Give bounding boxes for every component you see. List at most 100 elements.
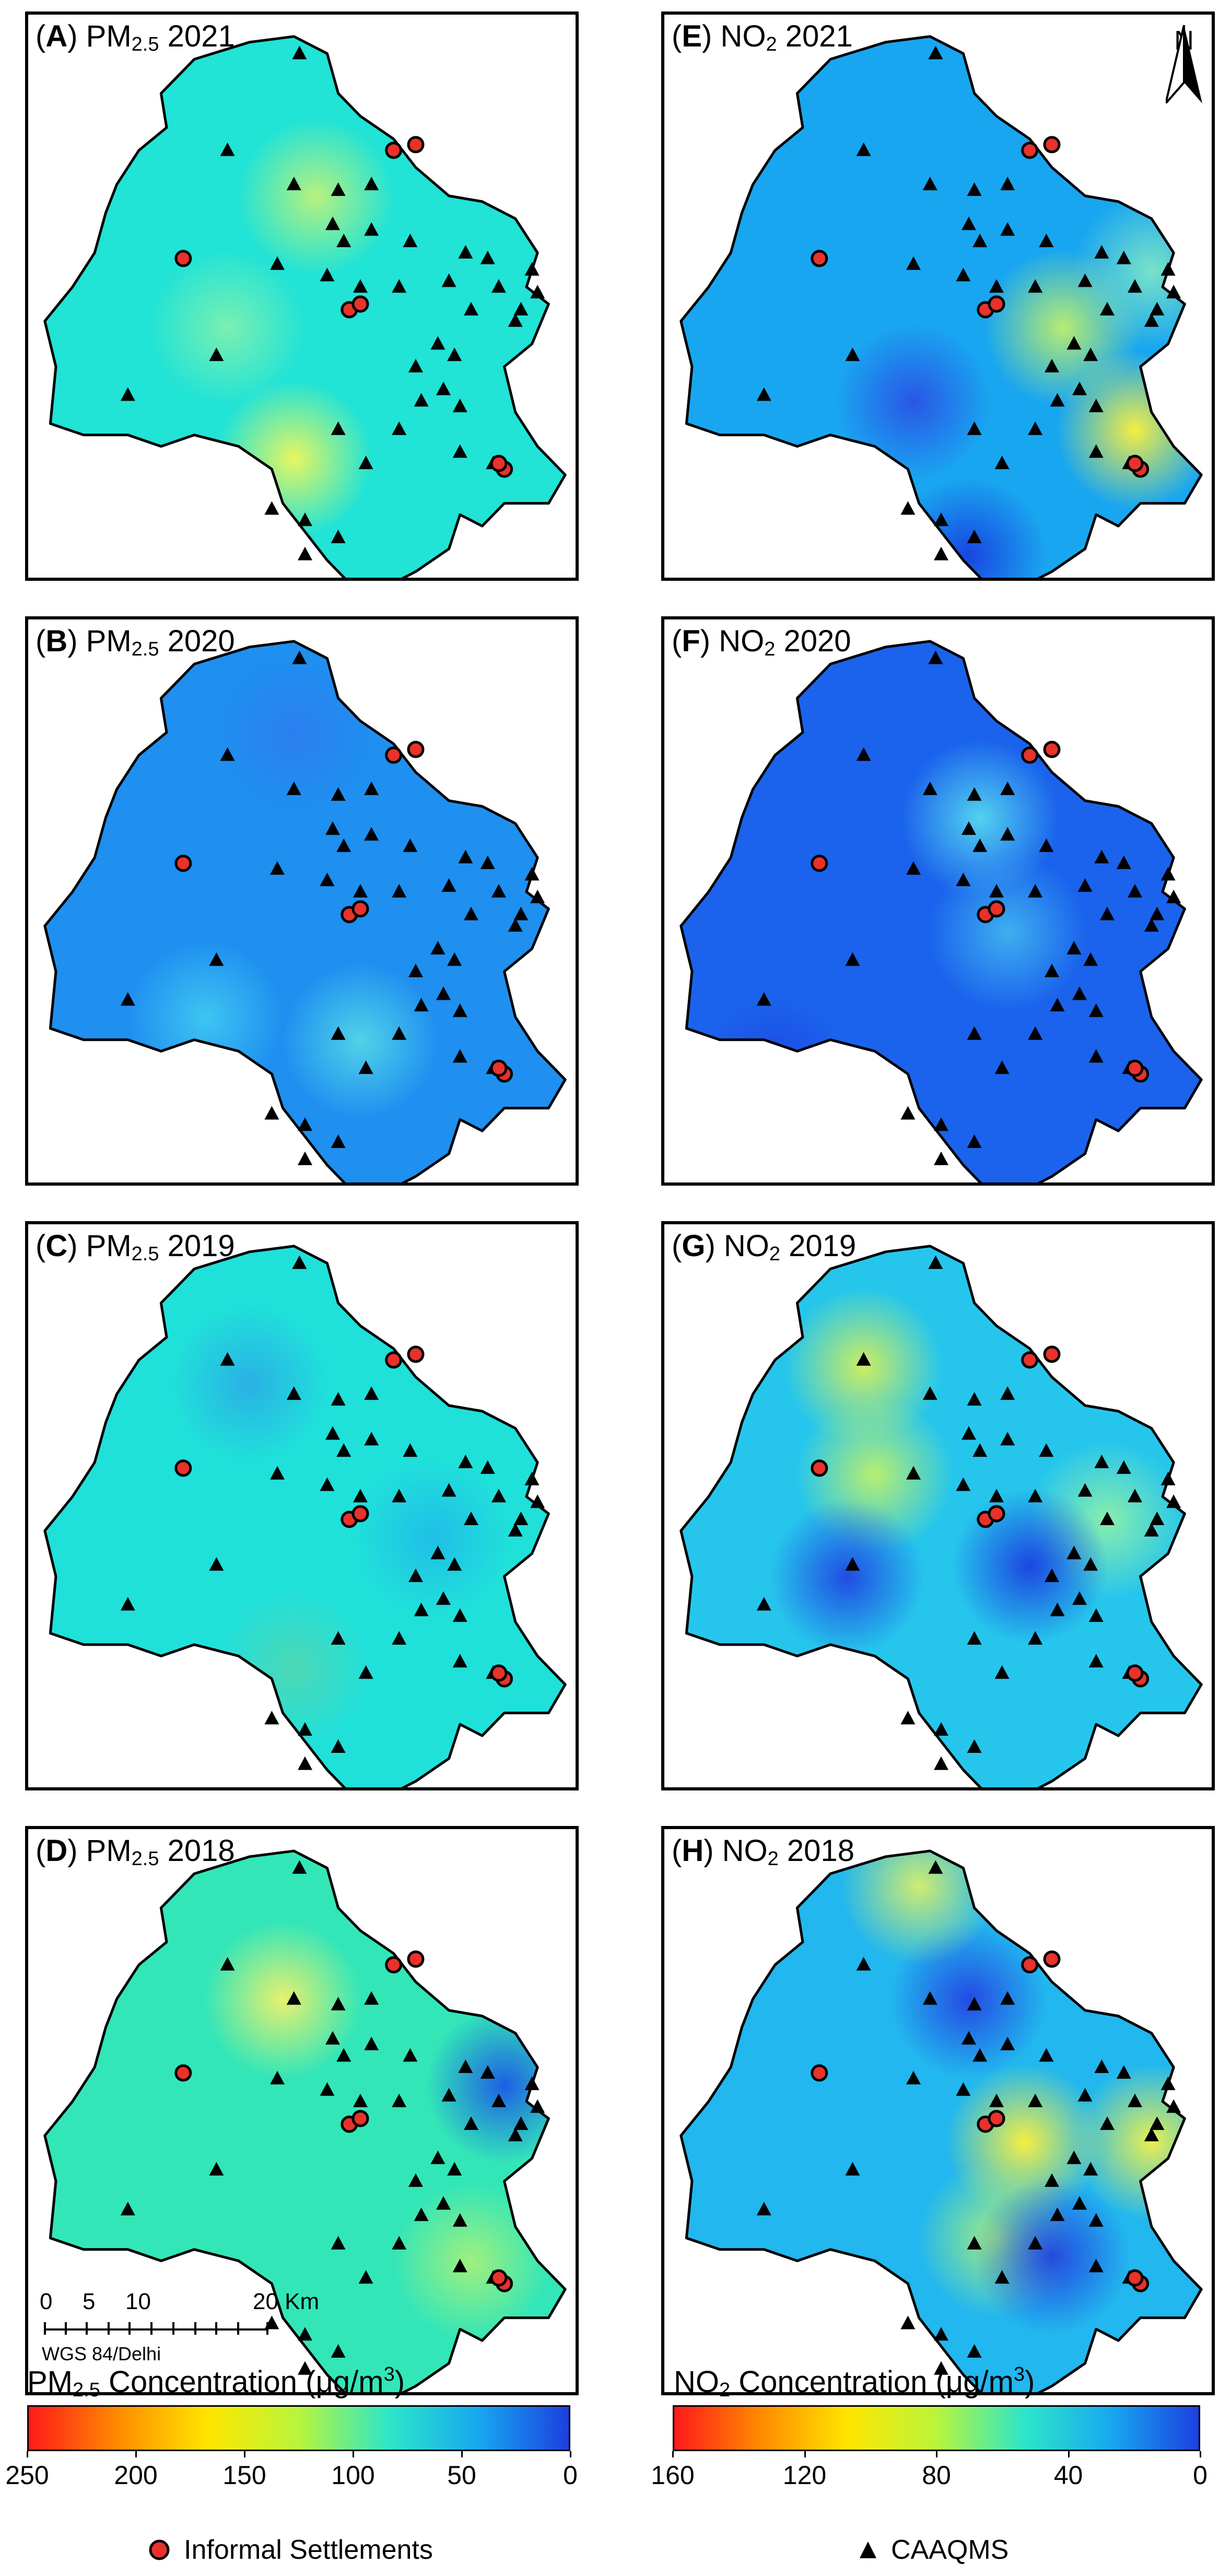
caaqms-station-marker (1045, 1568, 1059, 1582)
caaqms-station-marker (452, 399, 467, 413)
caaqms-station-marker (972, 2048, 988, 2062)
caaqms-station-marker (1028, 1489, 1043, 1503)
caaqms-station-marker (928, 1860, 943, 1874)
map-panel-a: (A) PM2.5 2021 (25, 11, 579, 581)
caaqms-station-marker (524, 867, 540, 881)
caaqms-station-marker (480, 855, 495, 869)
panel-letter: A (45, 19, 68, 53)
caaqms-station-marker (524, 1471, 540, 1485)
caaqms-station-marker (1166, 285, 1181, 299)
caaqms-station-marker (392, 421, 407, 435)
caaqms-station-marker (508, 313, 523, 327)
caaqms-station-marker (1150, 2116, 1165, 2130)
caaqms-station-marker (1094, 850, 1109, 863)
caaqms-station-marker (934, 1722, 948, 1736)
pollutant-name: PM (86, 1229, 132, 1263)
concentration-hotspot (238, 118, 395, 275)
caaqms-station-marker (934, 2327, 948, 2341)
caaqms-station-marker (1045, 359, 1059, 372)
caaqms-station-marker (1066, 2150, 1082, 2164)
caaqms-station-marker (452, 444, 467, 458)
pollutant-subscript: 2.5 (131, 638, 159, 660)
pm-colorbar-tick-mark (244, 2451, 245, 2457)
panel-letter: B (45, 624, 68, 658)
caaqms-station-marker (845, 952, 860, 966)
caaqms-station-marker (1000, 781, 1015, 795)
caaqms-station-marker (331, 1392, 346, 1406)
caaqms-station-marker (1094, 245, 1109, 259)
pollutant-name: PM (86, 624, 132, 658)
informal-settlement-marker (407, 1345, 425, 1363)
delhi-boundary (679, 1849, 1203, 2392)
informal-settlement-marker (174, 2064, 192, 2082)
caaqms-station-marker (972, 1443, 988, 1457)
informal-settlement-marker (385, 142, 403, 159)
caaqms-station-marker (447, 1557, 462, 1571)
caaqms-station-marker (900, 1106, 916, 1120)
caaqms-station-marker (967, 1026, 982, 1040)
pollutant-name: NO (722, 1834, 768, 1868)
caaqms-station-marker (967, 182, 982, 196)
scale-bar-label: 10 (125, 2289, 151, 2314)
caaqms-station-marker (989, 2093, 1004, 2107)
caaqms-station-marker (756, 2202, 771, 2216)
panel-year: 2020 (783, 624, 851, 658)
no2-colorbar-tick-mark (804, 2451, 806, 2457)
caaqms-station-marker (1028, 884, 1043, 898)
informal-settlement-marker (407, 136, 425, 154)
caaqms-station-marker (972, 233, 988, 248)
scale-bar-label: 5 (83, 2289, 96, 2314)
north-arrow: N (1166, 25, 1202, 103)
caaqms-station-marker (270, 256, 285, 270)
caaqms-station-marker (336, 838, 351, 852)
no2-colorbar-tick-label: 0 (1193, 2461, 1207, 2490)
caaqms-station-marker (1077, 1483, 1093, 1497)
pollutant-name: NO (723, 1229, 769, 1263)
caaqms-station-marker (220, 142, 235, 156)
caaqms-station-marker (1000, 2036, 1015, 2051)
settlement-marker-icon (149, 2539, 170, 2560)
caaqms-station-marker (120, 1597, 135, 1611)
concentration-surface (44, 1246, 566, 1787)
map-svg (43, 35, 567, 578)
caaqms-station-marker (264, 501, 279, 515)
pollutant-subscript: 2 (764, 638, 776, 660)
panel-letter: G (682, 1229, 706, 1263)
caaqms-station-marker (922, 781, 937, 795)
caaqms-station-marker (491, 884, 506, 898)
caaqms-station-marker (441, 273, 456, 287)
caaqms-station-marker (325, 821, 340, 835)
caaqms-station-marker (900, 1711, 916, 1725)
caaqms-station-marker (120, 992, 135, 1006)
caaqms-station-marker (358, 1060, 373, 1074)
caaqms-station-marker (480, 1460, 495, 1474)
map-svg (43, 1849, 567, 2392)
caaqms-station-marker (1066, 1545, 1082, 1560)
concentration-hotspot (215, 1590, 372, 1747)
caaqms-station-marker (331, 1134, 346, 1148)
caaqms-station-marker (331, 2344, 346, 2358)
caaqms-station-marker (922, 177, 937, 191)
caaqms-station-marker (298, 1722, 312, 1736)
caaqms-station-marker (934, 2361, 948, 2375)
caaqms-station-marker (447, 347, 462, 361)
caaqms-station-marker (967, 1134, 982, 1148)
caaqms-station-marker (934, 512, 948, 526)
no2-colorbar-tick-label: 40 (1053, 2461, 1083, 2490)
map-svg (679, 640, 1203, 1182)
scale-bar-label: 20 Km (253, 2289, 320, 2314)
caaqms-station-marker (756, 1597, 771, 1611)
caaqms-station-marker (967, 1739, 982, 1753)
caaqms-station-marker (530, 2099, 545, 2113)
caaqms-station-marker (967, 2344, 982, 2358)
caaqms-station-marker (364, 1386, 379, 1400)
caaqms-station-marker (1128, 2093, 1142, 2107)
caaqms-station-marker (1000, 827, 1015, 841)
caaqms-station-marker (430, 1545, 445, 1560)
caaqms-station-marker (845, 1557, 860, 1571)
scale-bar-graphic (44, 2322, 268, 2335)
caaqms-station-marker (524, 262, 540, 276)
pollutant-name: PM (86, 19, 132, 53)
map-panel-c: (C) PM2.5 2019 (25, 1221, 579, 1790)
